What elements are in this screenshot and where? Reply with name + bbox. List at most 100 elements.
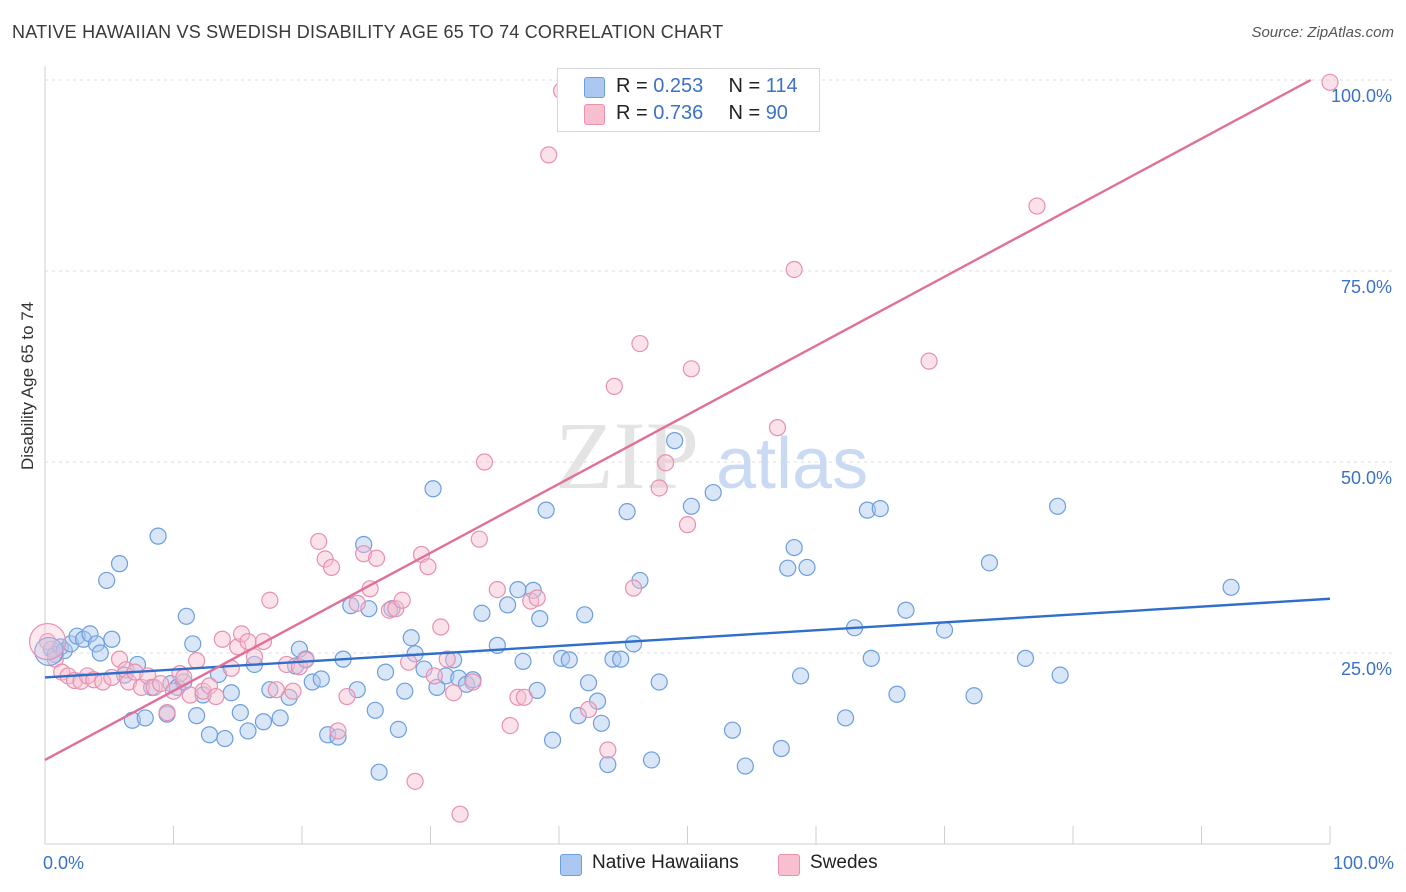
native-hawaiian-point xyxy=(723,721,742,739)
native-hawaiian-point xyxy=(415,660,433,678)
legend-swatch-pink xyxy=(778,854,800,876)
swede-point xyxy=(488,580,506,599)
legend-swatch-blue xyxy=(560,854,582,876)
legend-r-value: 0.736 xyxy=(653,102,704,124)
native-hawaiian-point xyxy=(897,601,915,619)
legend-row-native-hawaiians: R = 0.253 N = 114 xyxy=(616,75,798,101)
native-hawaiian-point xyxy=(1222,578,1240,596)
native-hawaiian-point xyxy=(618,503,636,521)
swede-point xyxy=(920,352,938,370)
native-hawaiian-point xyxy=(312,670,330,688)
native-hawaiian-trendline xyxy=(44,597,1331,679)
native-hawaiian-point xyxy=(303,673,321,691)
native-hawaiian-point xyxy=(222,684,240,702)
native-hawaiian-point xyxy=(785,538,803,557)
swede-point xyxy=(229,638,247,656)
native-hawaiian-point xyxy=(779,559,797,577)
native-hawaiian-point xyxy=(87,635,106,653)
native-hawaiian-point xyxy=(888,685,906,703)
legend-r-label: R = xyxy=(616,102,654,124)
native-hawaiian-point xyxy=(514,652,532,671)
swede-point xyxy=(348,594,366,612)
swede-point xyxy=(425,667,443,685)
native-hawaiian-point xyxy=(348,681,366,699)
legend-n-label: N = xyxy=(728,102,766,124)
legend-r-label: R = xyxy=(616,75,654,97)
legend-r-value: 0.253 xyxy=(653,75,704,97)
swede-point xyxy=(329,722,347,740)
swede-point xyxy=(277,655,296,674)
swede-point xyxy=(322,558,341,577)
swede-point xyxy=(515,688,533,706)
swede-point xyxy=(158,703,176,722)
native-hawaiian-point xyxy=(579,674,598,692)
swede-point xyxy=(445,684,463,702)
native-hawaiian-point xyxy=(370,763,388,781)
native-hawaiian-point xyxy=(98,571,116,590)
swede-point xyxy=(464,673,482,691)
native-hawaiian-point xyxy=(531,610,549,628)
native-hawaiian-point xyxy=(376,663,395,681)
swede-point xyxy=(624,579,643,597)
native-hawaiian-point xyxy=(329,728,347,746)
swede-point xyxy=(213,630,231,648)
swede-point xyxy=(188,652,206,670)
native-hawaiian-point xyxy=(704,483,722,502)
swede-point xyxy=(181,686,199,704)
swede-point xyxy=(509,688,527,706)
native-hawaiian-point xyxy=(424,480,442,498)
swede-point xyxy=(768,419,787,437)
native-hawaiian-point xyxy=(290,640,309,658)
native-hawaiian-point xyxy=(188,707,206,725)
native-hawaiian-point xyxy=(396,682,414,700)
grid-lines xyxy=(45,79,1392,654)
swede-point xyxy=(207,687,225,706)
swede-point xyxy=(470,530,488,548)
native-hawaiian-point xyxy=(599,755,617,774)
swede-point xyxy=(1321,73,1339,91)
native-hawaiian-point xyxy=(543,731,562,749)
legend-n-value: 90 xyxy=(765,102,788,124)
native-hawaiian-point xyxy=(736,757,754,775)
swede-point xyxy=(501,716,519,735)
native-hawaiian-point xyxy=(1016,649,1035,667)
swede-point xyxy=(785,260,803,279)
legend-n-label: N = xyxy=(728,75,766,97)
native-hawaiian-point xyxy=(576,606,594,624)
native-hawaiian-point xyxy=(389,720,407,739)
swede-point xyxy=(406,772,424,790)
swede-point xyxy=(200,677,219,695)
native-hawaiian-point xyxy=(366,701,384,719)
native-hawaiian-point xyxy=(91,644,109,662)
swede-point xyxy=(310,532,328,551)
correlation-legend: R = 0.253 N = 114 R = 0.736 N = 90 xyxy=(557,68,820,132)
native-hawaiian-point xyxy=(650,673,668,691)
swede-trendline xyxy=(44,78,1312,762)
native-hawaiian-point xyxy=(231,703,249,722)
native-hawaiian-point xyxy=(871,500,889,518)
native-hawaiian-point xyxy=(836,709,855,727)
swede-point xyxy=(631,334,649,353)
swede-point xyxy=(605,377,623,395)
swede-point xyxy=(419,558,437,576)
swede-point xyxy=(451,805,469,823)
swede-point xyxy=(28,622,67,661)
swede-point xyxy=(380,601,398,619)
native-hawaiian-point xyxy=(499,596,517,614)
native-hawaiian-point xyxy=(184,635,202,653)
native-hawaiian-point xyxy=(194,686,212,704)
legend-item-swedes: Swedes xyxy=(778,852,878,876)
native-hawaiian-point xyxy=(772,739,790,758)
native-hawaiian-point xyxy=(862,649,880,667)
legend-row-swedes: R = 0.736 N = 90 xyxy=(616,102,788,128)
swede-point xyxy=(540,146,558,164)
tick-labels: 25.0% 50.0% 75.0% 100.0% 0.0% 100.0% xyxy=(43,86,1394,873)
swede-point xyxy=(475,453,494,471)
native-hawaiian-point xyxy=(642,751,661,769)
swede-point xyxy=(682,360,700,378)
native-hawaiian-point xyxy=(271,709,289,727)
swede-point xyxy=(438,650,456,668)
legend-swatch-pink xyxy=(584,104,605,125)
swede-point xyxy=(678,516,697,534)
y-tick-label: 75.0% xyxy=(1341,277,1392,297)
